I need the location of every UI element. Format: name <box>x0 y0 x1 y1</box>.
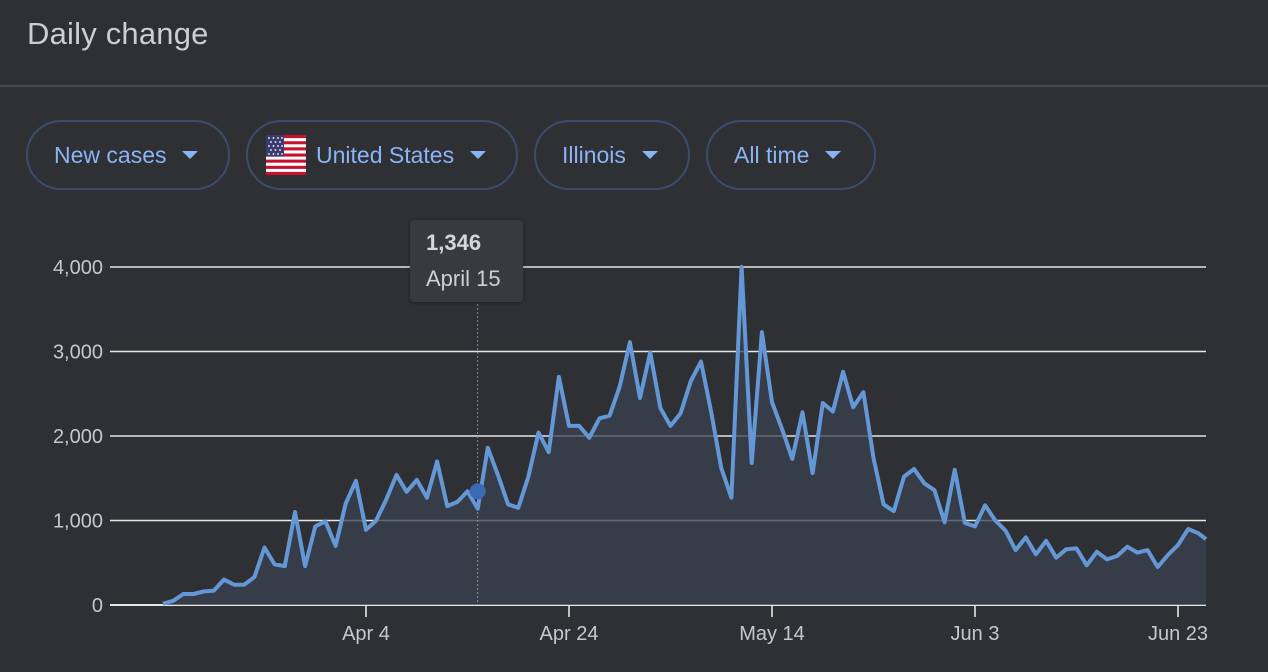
metric-dropdown-label: New cases <box>54 142 166 169</box>
card-header: Daily change <box>0 0 1268 87</box>
x-axis: Apr 4 Apr 24 May 14 Jun 3 Jun 23 <box>342 605 1208 645</box>
highlight-marker <box>470 483 486 499</box>
time-range-dropdown-label: All time <box>734 142 809 169</box>
caret-down-icon <box>182 151 198 159</box>
x-tick-label: May 14 <box>739 623 805 645</box>
region-dropdown-label: Illinois <box>562 142 626 169</box>
y-axis: 0 1,000 2,000 3,000 4,000 <box>53 257 103 617</box>
y-tick-label: 0 <box>92 595 103 617</box>
y-tick-label: 1,000 <box>53 511 103 533</box>
caret-down-icon <box>470 151 486 159</box>
time-range-dropdown[interactable]: All time <box>706 120 876 190</box>
chart-tooltip: 1,346 April 15 <box>410 220 523 302</box>
y-tick-label: 4,000 <box>53 257 103 279</box>
x-tick-label: Jun 23 <box>1148 623 1208 645</box>
daily-change-chart[interactable]: 0 1,000 2,000 3,000 4,000 Apr 4 Apr 24 May 14 J… <box>0 200 1268 672</box>
x-tick-label: Apr 4 <box>342 623 390 645</box>
us-flag-icon <box>266 135 306 175</box>
country-dropdown-label: United States <box>316 142 454 169</box>
tooltip-date: April 15 <box>426 266 501 292</box>
card-title: Daily change <box>27 16 209 52</box>
region-dropdown[interactable]: Illinois <box>534 120 690 190</box>
tooltip-value: 1,346 <box>426 230 481 256</box>
metric-dropdown[interactable]: New cases <box>26 120 230 190</box>
y-tick-label: 3,000 <box>53 342 103 364</box>
x-tick-label: Apr 24 <box>540 623 599 645</box>
country-dropdown[interactable]: United States <box>246 120 518 190</box>
x-tick-label: Jun 3 <box>951 623 1000 645</box>
y-tick-label: 2,000 <box>53 426 103 448</box>
caret-down-icon <box>642 151 658 159</box>
caret-down-icon <box>825 151 841 159</box>
